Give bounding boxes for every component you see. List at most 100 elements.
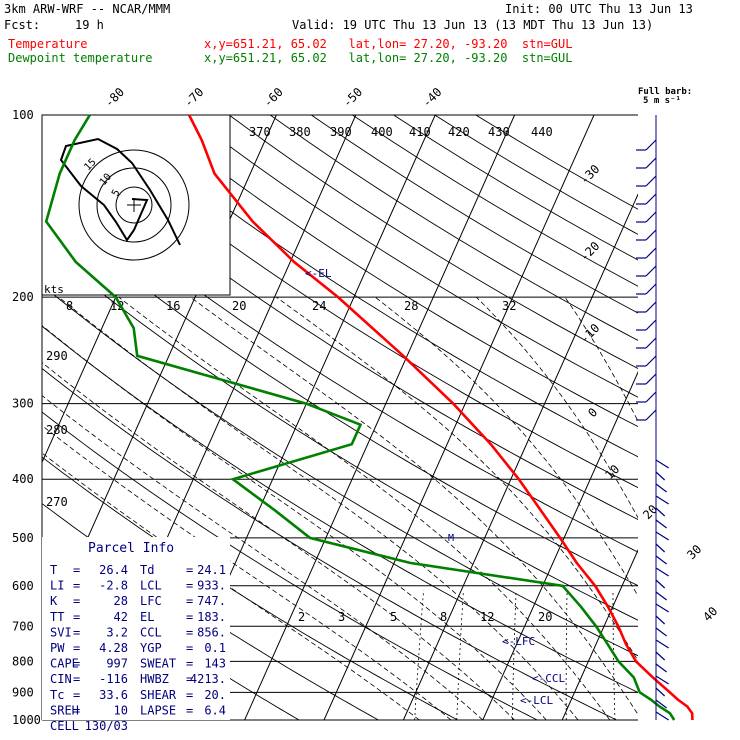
parcel-label: T [50, 563, 57, 577]
moist-adiabat [42, 324, 547, 720]
dry-adiabat [105, 115, 638, 458]
sounding-profiles [44, 114, 694, 721]
hodograph-trace [59, 137, 181, 246]
level-marker: <-CCL [532, 672, 565, 685]
parcel-value: 24.1 [197, 563, 226, 577]
wind-barb [645, 409, 657, 421]
isotherm-line [561, 548, 638, 720]
wind-barb [645, 175, 657, 187]
moist-adiabat [276, 296, 638, 662]
isotherm-line [244, 115, 516, 720]
hodograph-ring [78, 149, 190, 261]
isotherm-label: 40 [700, 604, 720, 624]
parcel-equals: = [73, 563, 80, 577]
level-marker: <-LFC [502, 635, 535, 648]
parcel-label: CELL [50, 719, 79, 733]
isotherm-label: -50 [340, 85, 365, 110]
wind-barb [655, 627, 668, 637]
mixing-ratio-labels: 2 3 5 8 12 20 [298, 610, 552, 624]
wind-barb [645, 157, 657, 169]
pressure-label: 1000 [12, 713, 41, 727]
parcel-label: CAPE [50, 657, 79, 671]
parcel-value: 26.4 [99, 563, 128, 577]
dry-adiabat [146, 115, 638, 428]
parcel-equals: = [186, 688, 193, 702]
parcel-equals: = [73, 672, 80, 686]
dry-adiabat [42, 205, 638, 587]
wind-barb [655, 495, 669, 505]
parcel-equals: = [73, 579, 80, 593]
pressure-label: 200 [12, 290, 34, 304]
dewpoint-legend: Dewpoint temperature [8, 51, 153, 65]
parcel-equals: = [73, 688, 80, 702]
parcel-value: -2.8 [99, 579, 128, 593]
pressure-label: 500 [12, 531, 34, 545]
level-marker: M [448, 533, 454, 544]
speed-label: 32 [502, 299, 516, 313]
forecast-label: Fcst: [4, 18, 41, 32]
isotherm-label: -10 [577, 321, 602, 346]
parcel-equals: = [186, 657, 193, 671]
temperature-line [187, 114, 694, 721]
mixing-ratio-label: 5 [390, 610, 397, 624]
parcel-panel [42, 537, 230, 720]
isotherm-label: -20 [577, 239, 602, 264]
parcel-equals: = [186, 579, 193, 593]
wind-barb [655, 555, 668, 565]
parcel-equals: = [73, 703, 80, 717]
parcel-label: LI [50, 579, 64, 593]
parcel-label: LCL [140, 579, 162, 593]
parcel-value: 33.6 [99, 688, 128, 702]
isotherm-line [482, 371, 638, 720]
parcel-label: LFC [140, 594, 162, 608]
wind-barb [645, 391, 657, 403]
parcel-value: 933. [197, 579, 226, 593]
parcel-label: SREH [50, 703, 79, 717]
wind-barb [645, 211, 657, 223]
forecast-hour: 19 h [75, 18, 104, 32]
mixing-ratio-line [511, 590, 517, 720]
parcel-value: 143 [204, 657, 226, 671]
parcel-value: 10 [114, 703, 128, 717]
wind-barb [645, 283, 657, 295]
wind-barb [655, 711, 669, 721]
parcel-value: -116 [99, 672, 128, 686]
parcel-title: Parcel Info [88, 541, 174, 556]
dry-adiabat [42, 130, 638, 520]
pressure-label: 700 [12, 619, 34, 633]
parcel-value: 6.4 [204, 703, 226, 717]
dry-adiabat [64, 115, 638, 489]
parcel-equals: = [73, 594, 80, 608]
level-marker: <-EL [305, 267, 332, 280]
hodograph-ring-label: 5 [110, 188, 123, 199]
parcel-value: 997 [106, 657, 128, 671]
wind-barb [655, 639, 669, 649]
speed-label: 28 [404, 299, 418, 313]
wind-barb [655, 471, 666, 481]
speed-label: 24 [312, 299, 326, 313]
wind-barbs [636, 139, 669, 721]
parcel-value: 0.1 [204, 641, 226, 655]
mixing-ratio-label: 3 [338, 610, 345, 624]
isotherm-line [323, 115, 595, 720]
parcel-value: 130/03 [85, 719, 128, 733]
parcel-value: 3.2 [106, 625, 128, 639]
pressure-label: 900 [12, 685, 34, 699]
theta-label: 440 [531, 125, 553, 139]
isotherm-label: -30 [577, 162, 602, 187]
dewpoint-location: x,y=651.21, 65.02 lat,lon= 27.20, -93.20… [204, 51, 573, 65]
wind-barb [645, 373, 657, 385]
wind-barb [655, 459, 669, 469]
parcel-info: Parcel Info T 26.4 Td = 24.1 = LI -2.8 LCL = 933. = K… [50, 541, 226, 733]
theta-label: 280 [46, 423, 68, 437]
parcel-equals: = [73, 657, 80, 671]
wind-barb-column: Full barb: 5 m s⁻¹ [638, 87, 692, 720]
dewpoint-line [44, 114, 676, 721]
valid-time: Valid: 19 UTC Thu 13 Jun 13 (13 MDT Thu … [292, 18, 654, 32]
pressure-axis: 100 200 300 400 500 600 700 800 900 1000 [12, 108, 41, 727]
theta-label: 430 [488, 125, 510, 139]
mixing-ratio-label: 20 [538, 610, 552, 624]
pressure-label: 600 [12, 579, 34, 593]
parcel-label: CIN [50, 672, 72, 686]
